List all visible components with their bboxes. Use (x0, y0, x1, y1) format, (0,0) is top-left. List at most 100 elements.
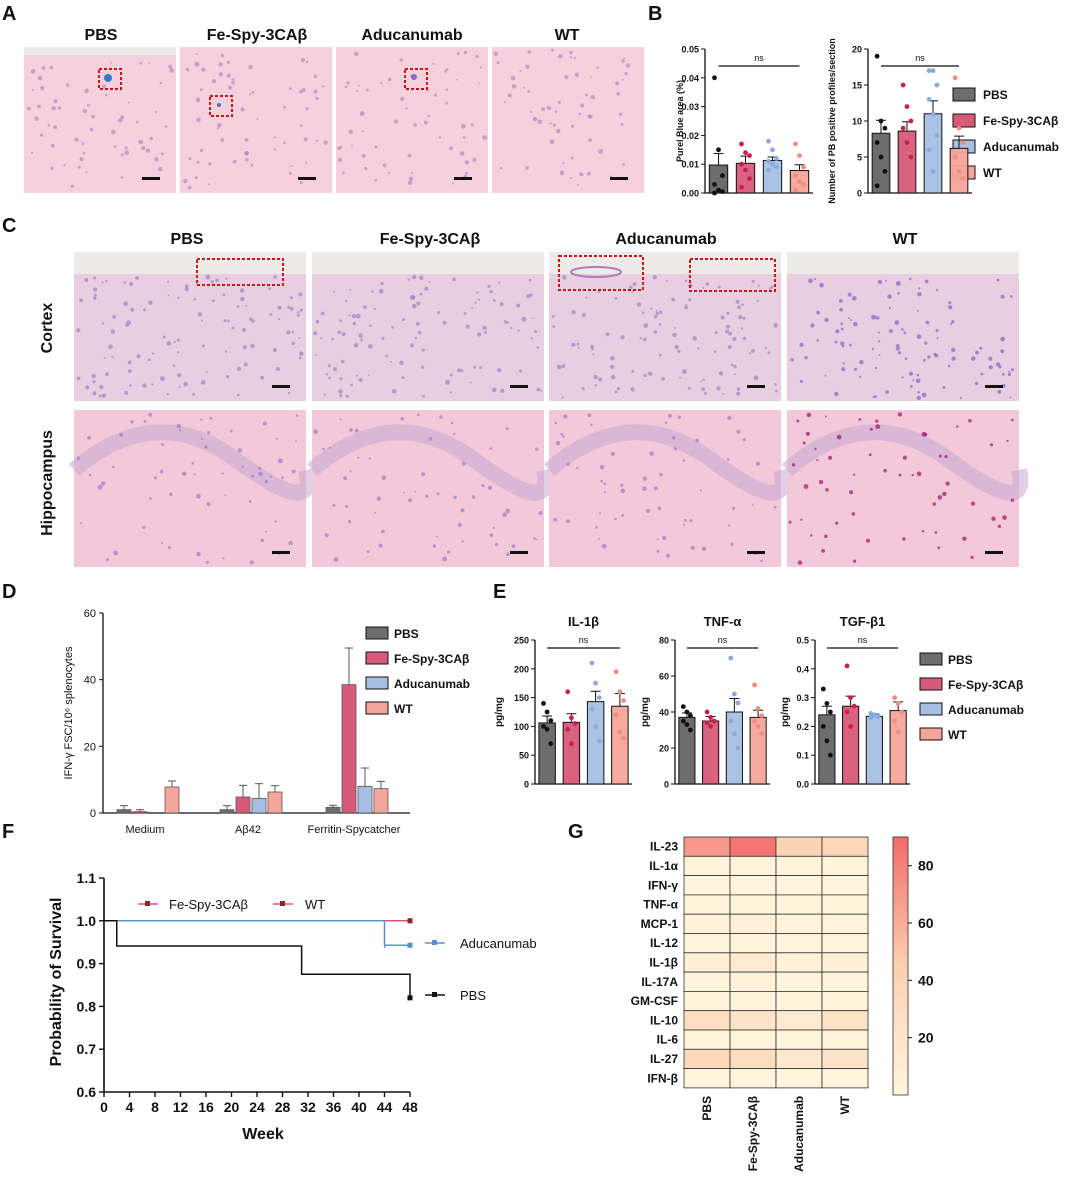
panel-c-hippocampus-image-1-cell (274, 520, 277, 523)
panel-c-cortex-image-3-cell (585, 296, 588, 299)
panel-c-hippocampus-image-3-cell (595, 526, 598, 529)
chart-F-xtick-label: 8 (151, 1099, 159, 1115)
panel-c-cortex-image-3-cell (658, 323, 662, 326)
panel-c-cortex-image-1-cell (172, 364, 176, 367)
panel-c-cortex-image-4-cell (847, 292, 852, 297)
panel-c-hippocampus-image-2-cell (489, 533, 494, 537)
panel-c-cortex-image-2-cell (477, 332, 482, 337)
chart-B1-data-point (793, 173, 798, 179)
panel-c-cortex-image-4-cell (848, 317, 850, 320)
panel-c-hippocampus-image-3-cell (621, 514, 625, 517)
panel-c-cortex-image-4-cell (951, 347, 956, 353)
chart-G-cell (683, 1029, 731, 1050)
panel-a-image-3-cell (382, 163, 387, 168)
panel-c-cortex-image-1-cell (92, 391, 97, 396)
panel-c-hippocampus-image-2 (306, 410, 554, 567)
panel-a-image-2-cell (232, 159, 237, 164)
panel-c-hippocampus-image-3-cell (656, 538, 659, 540)
panel-a-image-4-cell (587, 171, 591, 176)
legend-e-swatch-pbs (919, 652, 943, 666)
panel-c-hippocampus-image-3-cell (682, 524, 685, 526)
panel-a-image-1-cell (49, 65, 54, 70)
panel-c-hippocampus-image-1-cell (159, 469, 164, 474)
panel-a-roi-box-fe (209, 95, 233, 117)
chart-E3-data-point (844, 663, 850, 669)
panel-c-cortex-image-2-cell (315, 354, 318, 356)
panel-c-title-pbs: PBS (171, 231, 204, 248)
panel-c-cortex-image-3-cell (614, 296, 618, 300)
panel-c-cortex-image-4-cell (948, 305, 953, 310)
panel-a-image-1-cell (84, 88, 89, 94)
panel-a-image-2-scale-bar (298, 177, 316, 180)
panel-c-cortex-image-4-cell (996, 362, 1001, 367)
panel-c-hippocampus-image-1-cell (87, 435, 91, 440)
panel-c-hippocampus-image-4-cell (911, 473, 914, 477)
panel-c-cortex-image-4-cell (1000, 349, 1005, 354)
panel-c-cortex-image-1-cell (166, 393, 169, 396)
panel-c-cortex-image-3-cell (581, 387, 585, 391)
panel-c-hippocampus-image-1-cell (209, 416, 213, 420)
panel-c-hippocampus-image-4-cell (802, 441, 806, 445)
chart-E1-data-point (544, 726, 550, 732)
panel-c-cortex-image-1-cell (99, 384, 104, 390)
panel-a-image-2-cell (196, 117, 201, 123)
panel-c-cortex-image-4-cell (841, 367, 846, 372)
panel-c-hippocampus-image-2-cell (447, 550, 451, 554)
chart-B1-data-point (720, 189, 725, 195)
panel-a-image-3-cell (423, 120, 428, 125)
chart-E1-ytick-label: 100 (514, 722, 529, 732)
panel-c-title-wt: WT (893, 231, 918, 248)
panel-c-cortex-image-2-cell (449, 391, 452, 394)
panel-c-hippocampus-image-4-cell-layer (781, 424, 1029, 501)
panel-a-image-1-cell (159, 81, 162, 85)
chart-E1-bar (562, 721, 581, 785)
chart-B2-data-point (882, 169, 888, 174)
panel-c-cortex-image-2-cell (421, 365, 425, 369)
panel-c-cortex-image-2-cell (391, 326, 394, 329)
panel-c-cortex-image-4-cell (894, 320, 900, 325)
panel-c-cortex-image-4-cell (980, 372, 984, 376)
panel-a-image-4-cell (578, 112, 581, 116)
panel-c-hippocampus-image-2-cell (492, 526, 495, 530)
panel-c-hippocampus-image-4-cell (937, 546, 941, 549)
panel-c-cortex-image-3-cell (684, 279, 688, 283)
chart-B1-data-point (797, 153, 802, 159)
panel-a-image-4-cell (598, 149, 603, 154)
chart-E3-data-point (868, 711, 874, 716)
panel-c-cortex-image-4-surface (787, 252, 1019, 274)
panel-c-cortex-image-4-cell (877, 279, 883, 285)
panel-a-image-3-cell (344, 85, 348, 89)
panel-c-hippocampus-image-2-cell (533, 537, 536, 540)
panel-a-title-adu: Aducanumab (361, 27, 463, 44)
panel-c-cortex-image-3-cell (730, 363, 734, 367)
panel-a-image-3-cell (463, 50, 468, 55)
panel-c-cortex-image-3-cell (687, 386, 691, 390)
panel-c-cortex-image-4-cell (1000, 336, 1005, 342)
chart-E1-data-point (596, 695, 602, 700)
chart-G-cell (775, 1029, 823, 1050)
panel-c-hippocampus-image-2-cell (345, 505, 349, 508)
chart-G-colorbar (892, 836, 909, 1096)
panel-c-cortex-image-1-cell (167, 294, 170, 297)
panel-c-cortex-image-3-cell (740, 327, 744, 330)
chart-E1-bar (586, 701, 605, 785)
panel-a-image-2-cell (273, 136, 276, 139)
panel-c-cortex-image-3-cell (650, 307, 653, 310)
panel-c-cortex-image-1-cell (298, 292, 303, 297)
panel-c-cortex-image-3-cell (561, 396, 564, 399)
panel-c-hippocampus-image-2-cell-layer (306, 424, 554, 501)
panel-c-cortex-image-2-cell (534, 330, 538, 334)
panel-c-hippocampus-image-1-cell (200, 437, 203, 440)
panel-c-cortex-image-2-cell (437, 311, 441, 314)
panel-c-cortex-image-4-cell (901, 328, 904, 331)
panel-a-image-1-cell (120, 176, 124, 179)
panel-c-cortex-image-1-cell (222, 293, 226, 297)
panel-a-image-1-cell (105, 93, 108, 97)
panel-c-cortex-image-4-cell (885, 390, 889, 394)
panel-c-hippocampus-image-1-cell (249, 560, 254, 565)
panel-c-hippocampus-image-1-cell (258, 471, 263, 477)
panel-c-cortex-image-2-cell (353, 342, 359, 348)
panel-c-cortex-image-1-cell (173, 341, 176, 344)
panel-c-cortex-image-3-cell (727, 345, 732, 349)
chart-E3-data-point (824, 701, 830, 706)
